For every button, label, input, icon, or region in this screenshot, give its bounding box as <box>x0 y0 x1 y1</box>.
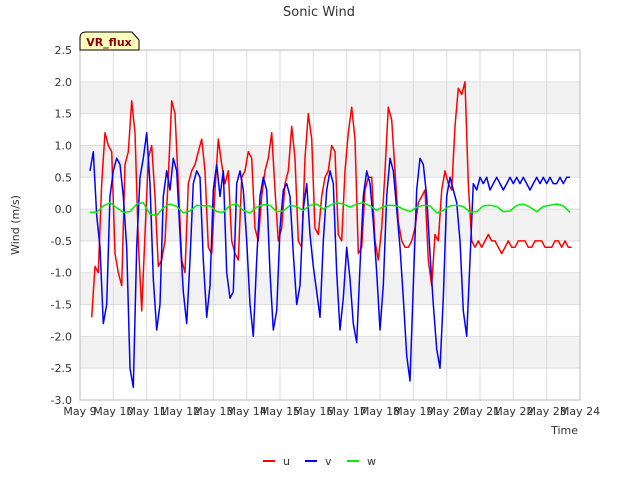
x-tick-label: May 19 <box>393 405 433 418</box>
y-axis-ticks: -3.0 -2.5 -2.0 -1.5 -1.0 -0.5 0.0 0.5 1.0 1.5 2.0 2… <box>51 44 72 407</box>
x-tick-label: May 21 <box>460 405 500 418</box>
x-tick-label: May 10 <box>93 405 133 418</box>
y-tick-label: 2.5 <box>55 44 73 57</box>
band-3 <box>80 272 580 305</box>
series-line-w <box>90 201 571 217</box>
y-tick-label: -1.5 <box>51 299 72 312</box>
x-tick-label: May 20 <box>427 405 467 418</box>
vr-flux-badge: VR_flux <box>79 31 140 51</box>
band-5 <box>80 209 580 241</box>
series-layer <box>89 81 572 389</box>
y-tick-label: 1.5 <box>55 108 73 121</box>
plot-frame <box>79 49 581 401</box>
x-tick-label: May 16 <box>293 405 333 418</box>
x-tick-label: May 24 <box>560 405 600 418</box>
x-axis-title: Time <box>550 424 578 437</box>
x-tick-label: May 22 <box>493 405 533 418</box>
series-line-v <box>89 131 570 389</box>
y-tick-label: 0.0 <box>55 203 73 216</box>
background-bands <box>80 81 580 369</box>
y-tick-label: -0.5 <box>51 235 72 248</box>
x-tick-label: May 12 <box>160 405 200 418</box>
legend-label-w: w <box>367 455 376 468</box>
y-tick-label: 0.5 <box>55 171 73 184</box>
y-tick-label: -2.5 <box>51 362 72 375</box>
legend-label-v: v <box>325 455 332 468</box>
x-tick-label: May 23 <box>527 405 567 418</box>
y-tick-label: -2.0 <box>51 330 72 343</box>
x-tick-label: May 11 <box>127 405 167 418</box>
band-9 <box>80 81 580 114</box>
badge-shape <box>79 31 140 51</box>
x-tick-label: May 15 <box>260 405 300 418</box>
y-axis-title: Wind (m/s) <box>9 195 22 255</box>
y-tick-label: 1.0 <box>55 139 73 152</box>
legend: u v w <box>263 455 376 468</box>
y-tick-label: 2.0 <box>55 76 73 89</box>
y-tick-label: -1.0 <box>51 267 72 280</box>
x-tick-label: May 18 <box>360 405 400 418</box>
x-tick-label: May 9 <box>63 405 96 418</box>
legend-label-u: u <box>283 455 290 468</box>
x-tick-label: May 17 <box>327 405 367 418</box>
chart-title: Sonic Wind <box>283 5 355 20</box>
y-tick-label: -3.0 <box>51 394 72 407</box>
band-1 <box>80 336 580 369</box>
x-tick-label: May 13 <box>193 405 233 418</box>
series-line-u <box>90 81 572 318</box>
badge-label: VR_flux <box>86 36 132 49</box>
x-tick-label: May 14 <box>227 405 267 418</box>
